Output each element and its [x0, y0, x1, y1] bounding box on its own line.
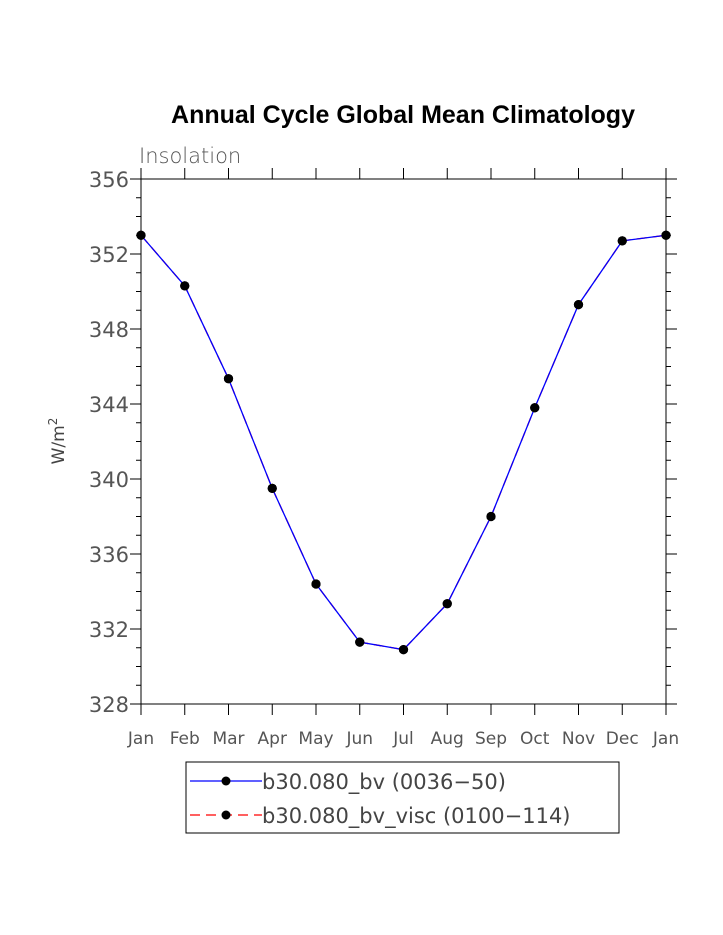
- plot-area: 328 332 336 340 344 348 352 356 Jan Feb Mar Apr May J…: [89, 168, 679, 749]
- data-point-series-2: [355, 637, 365, 647]
- legend-marker-series-2: [221, 810, 231, 820]
- data-point-series-2: [486, 511, 496, 522]
- x-tick-label: Feb: [170, 729, 200, 749]
- data-point-series-2: [311, 579, 321, 589]
- legend-label-series-1: b30.080_bv (0036−50): [262, 770, 506, 795]
- plot-frame: [140, 178, 667, 705]
- series-line-1: [140, 234, 667, 651]
- x-tick-label: Aug: [431, 729, 464, 749]
- legend-label-series-2: b30.080_bv_visc (0100−114): [262, 804, 571, 829]
- y-tick-label: 328: [89, 693, 129, 717]
- chart-title: Annual Cycle Global Mean Climatology: [171, 101, 635, 129]
- y-axis-label: W/m2: [46, 418, 69, 465]
- legend-marker-series-1: [221, 776, 231, 786]
- chart-subtitle: Insolation: [139, 144, 241, 168]
- data-point-series-2: [530, 403, 540, 413]
- legend: b30.080_bv (0036−50) b30.080_bv_visc (01…: [185, 761, 620, 834]
- y-tick-label: 332: [89, 618, 129, 642]
- data-point-series-2: [267, 483, 277, 493]
- x-tick-label: Apr: [258, 729, 287, 749]
- data-point-series-2: [180, 281, 190, 291]
- series-line-2: [140, 234, 667, 651]
- y-tick-label: 340: [89, 468, 129, 492]
- x-tick-label: Jun: [345, 729, 373, 749]
- x-tick-label: Jan: [127, 729, 154, 749]
- y-tick-label: 348: [89, 318, 129, 342]
- y-axis-label-unit: W/m: [49, 425, 69, 464]
- data-point-series-2: [136, 230, 146, 240]
- y-tick-label: 344: [89, 393, 129, 417]
- data-point-series-2: [398, 645, 409, 655]
- x-tick-label: Jan: [652, 729, 679, 749]
- x-tick-label: Dec: [606, 729, 639, 749]
- y-tick-label: 336: [89, 543, 129, 567]
- data-point-series-2: [573, 300, 584, 310]
- data-point-series-2: [661, 230, 671, 240]
- x-tick-label: Sep: [475, 729, 507, 749]
- data-point-series-2: [442, 599, 452, 609]
- x-tick-label: Mar: [212, 729, 244, 749]
- legend-box: [185, 761, 620, 834]
- x-tick-label: Jul: [392, 729, 414, 749]
- y-axis-label-superscript: 2: [46, 418, 60, 426]
- data-point-series-2: [223, 374, 234, 384]
- x-tick-label: May: [298, 729, 333, 749]
- x-tick-label: Oct: [520, 729, 550, 749]
- data-point-series-2: [617, 236, 627, 246]
- x-tick-label: Nov: [562, 729, 595, 749]
- y-tick-label: 356: [89, 168, 129, 192]
- y-tick-label: 352: [89, 243, 129, 267]
